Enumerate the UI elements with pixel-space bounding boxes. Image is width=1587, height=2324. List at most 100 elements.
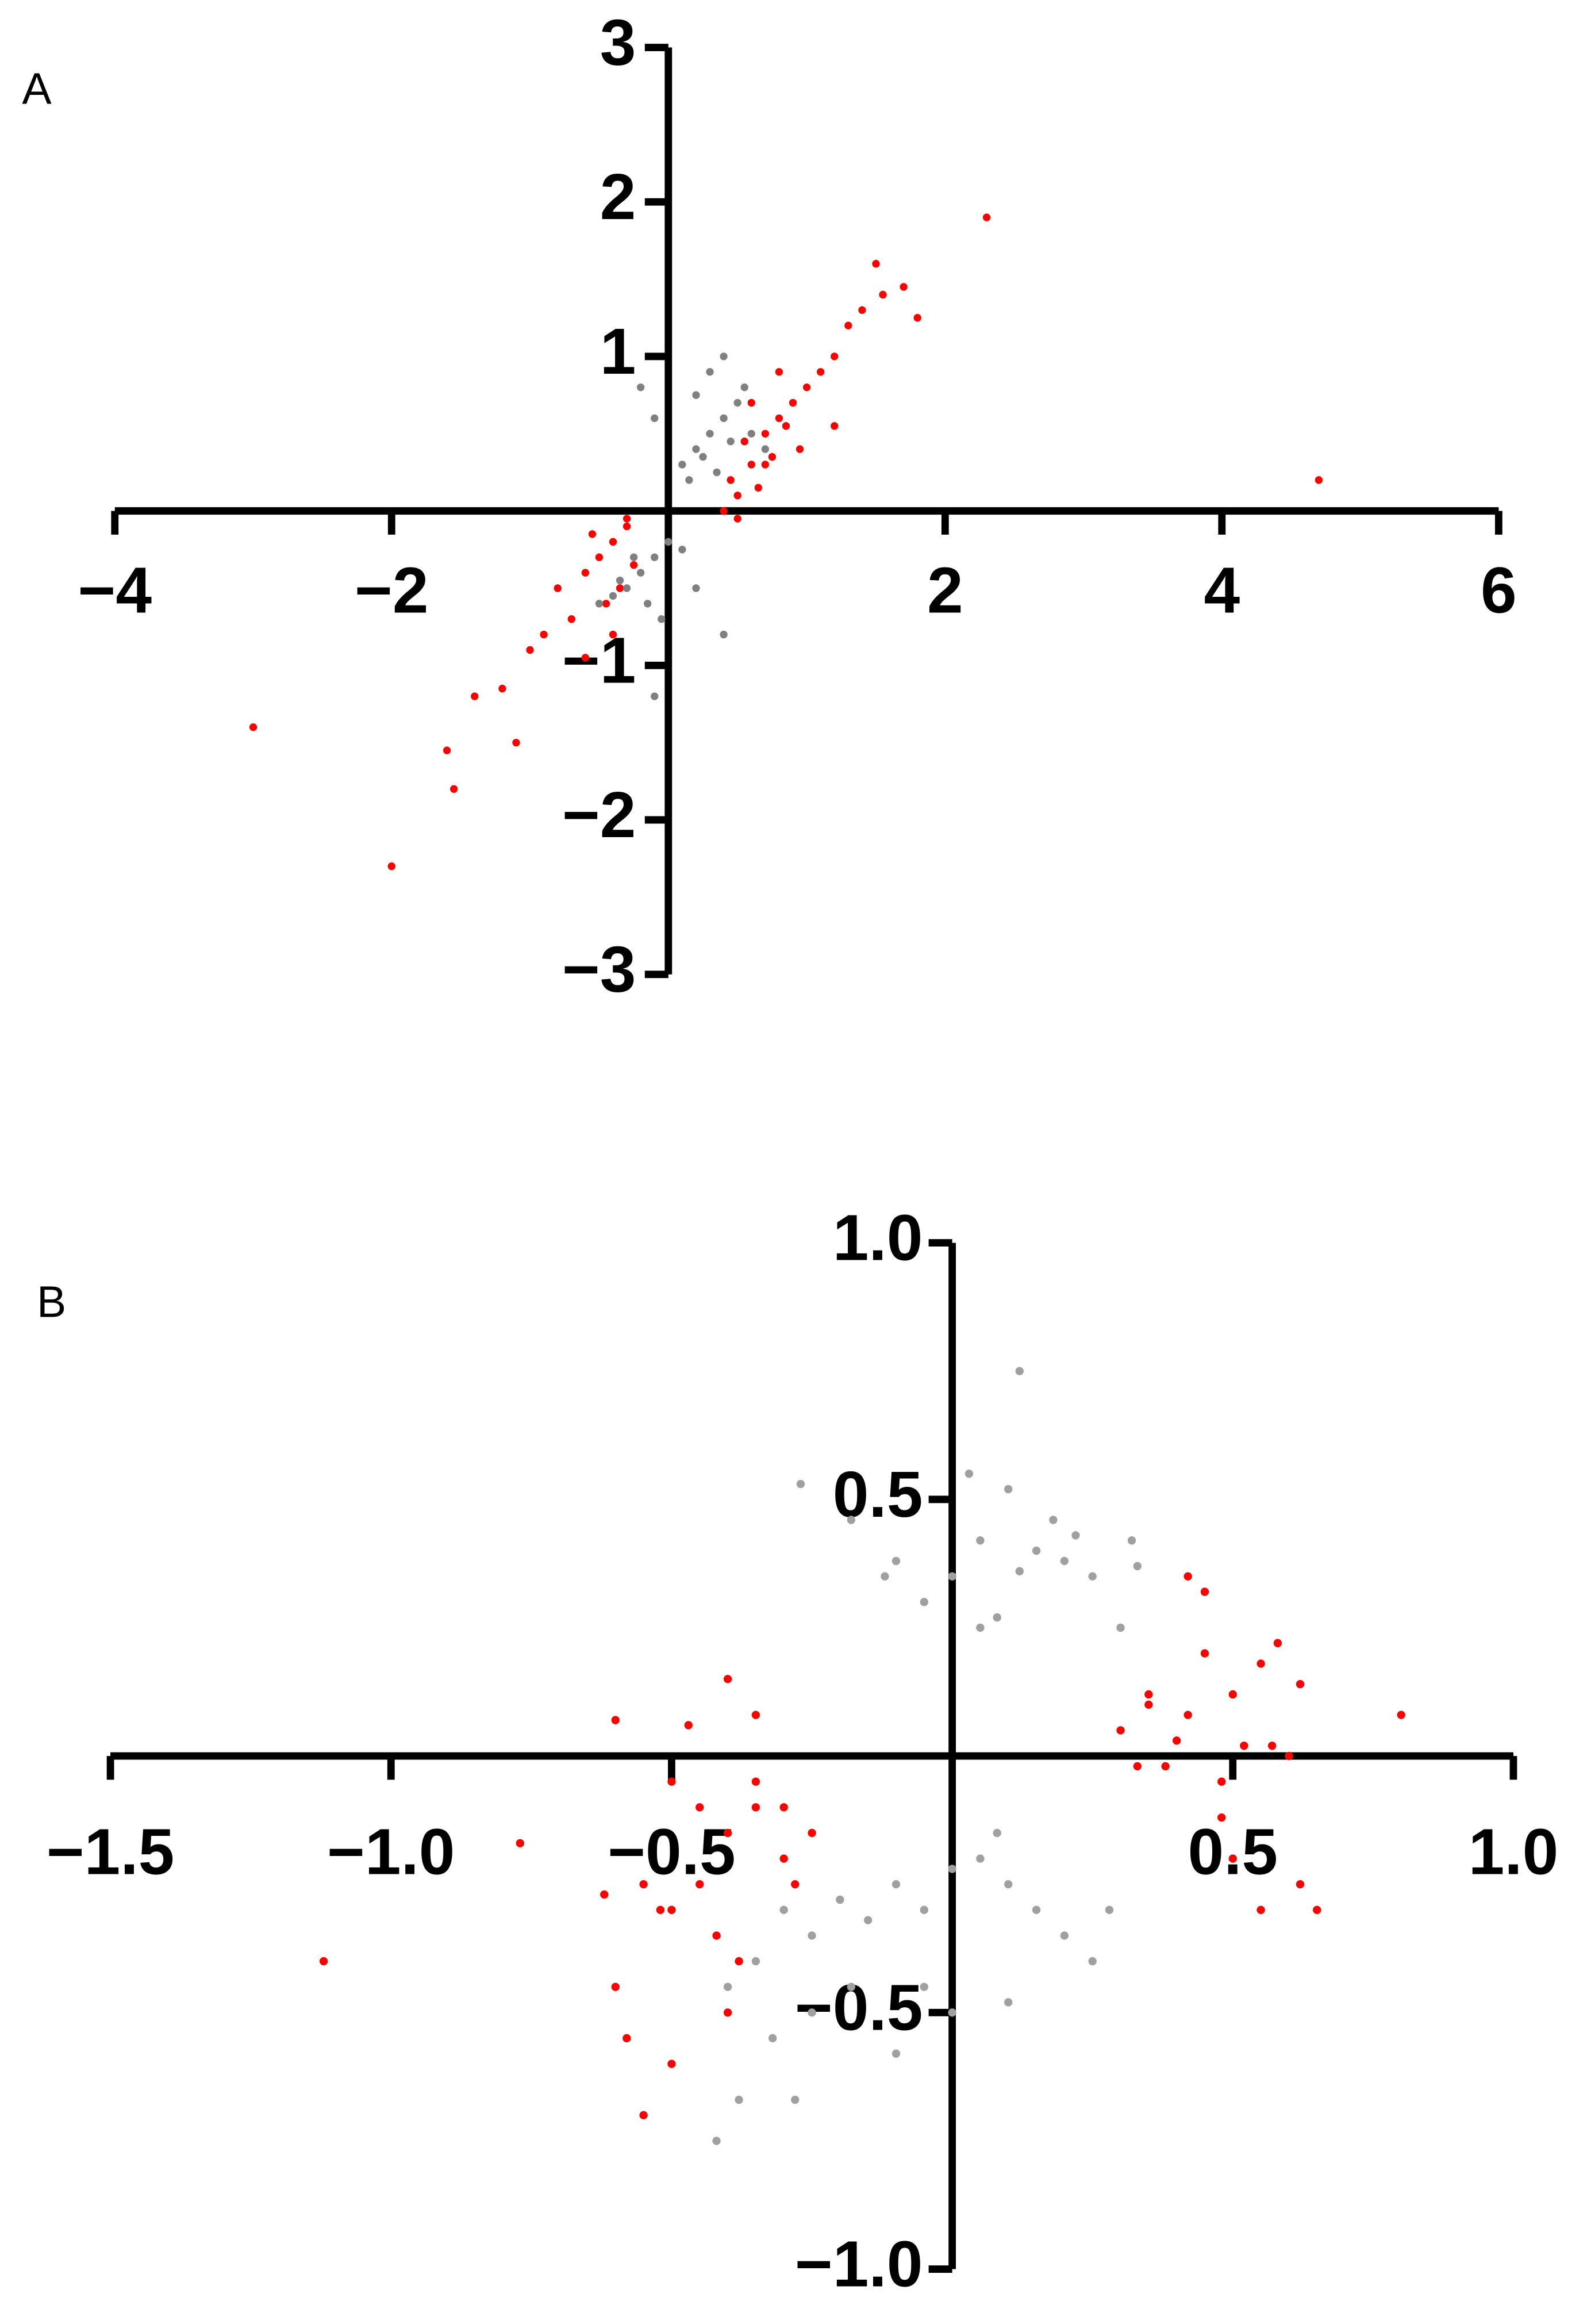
scatter-point: [540, 630, 548, 639]
scatter-point: [706, 429, 714, 438]
scatter-point: [720, 414, 728, 423]
y-tick-label: 3: [600, 6, 636, 78]
scatter-point: [678, 461, 686, 469]
scatter-point: [1161, 1762, 1170, 1771]
scatter-point: [847, 1982, 856, 1991]
scatter-point: [667, 1777, 676, 1786]
scatter-point: [1004, 1998, 1013, 2007]
scatter-point: [678, 546, 686, 554]
scatter-point: [387, 862, 395, 870]
scatter-point: [1256, 1659, 1265, 1668]
y-tick-label: −1.0: [795, 2227, 923, 2300]
scatter-point: [740, 438, 748, 446]
scatter-point: [695, 1880, 704, 1889]
scatter-point: [1296, 1679, 1305, 1689]
y-tick-label: −1: [562, 624, 636, 696]
scatter-point: [595, 600, 604, 608]
scatter-point: [779, 1905, 788, 1915]
scatter-point: [639, 1880, 648, 1889]
scatter-point: [761, 445, 769, 453]
scatter-point: [723, 1674, 732, 1683]
scatter-point: [727, 476, 735, 484]
scatter-point: [747, 461, 755, 469]
scatter-point: [913, 314, 921, 322]
scatter-point: [791, 1880, 800, 1889]
scatter-point: [651, 692, 659, 700]
scatter-point: [684, 1721, 693, 1729]
scatter-point: [747, 398, 755, 407]
scatter-point: [622, 2034, 631, 2043]
scatter-point: [1256, 1905, 1265, 1915]
scatter-point: [727, 438, 735, 446]
scatter-point: [779, 1803, 788, 1812]
scatter-point: [720, 352, 728, 361]
scatter-point: [723, 1828, 732, 1838]
scatter-point: [993, 1828, 1001, 1838]
x-tick-label: 2: [927, 554, 963, 626]
scatter-point: [775, 414, 783, 423]
scatter-point: [751, 1957, 760, 1966]
x-tick-label: 4: [1204, 554, 1240, 626]
scatter-point: [802, 383, 811, 392]
x-tick-label: −1.0: [327, 1815, 455, 1888]
scatter-point: [1060, 1556, 1069, 1566]
scatter-point: [740, 383, 748, 392]
scatter-point: [754, 484, 762, 492]
scatter-point: [796, 1479, 805, 1489]
scatter-point: [1313, 1905, 1321, 1915]
scatter-point: [993, 1613, 1001, 1622]
scatter-point: [733, 398, 741, 407]
scatter-point: [692, 584, 700, 592]
scatter-point: [712, 2137, 721, 2145]
scatter-point: [965, 1469, 974, 1478]
x-tick-label: −0.5: [608, 1815, 735, 1888]
scatter-point: [1015, 1367, 1024, 1375]
scatter-point: [836, 1895, 844, 1904]
scatter-point: [611, 1982, 620, 1991]
scatter-point: [768, 452, 777, 461]
scatter-point: [1032, 1905, 1041, 1915]
scatter-point: [1015, 1567, 1024, 1575]
scatter-point: [1088, 1957, 1097, 1966]
scatter-point: [976, 1623, 985, 1632]
scatter-point: [656, 1905, 665, 1915]
scatter-point: [816, 368, 825, 376]
scatter-point: [1228, 1854, 1237, 1863]
scatter-point: [1049, 1516, 1058, 1524]
y-tick-label: −2: [562, 778, 636, 851]
scatter-point: [892, 2049, 901, 2058]
scatter-point: [609, 538, 617, 546]
scatter-point: [443, 746, 451, 754]
scatter-point: [602, 600, 610, 608]
y-tick-label: 1: [600, 315, 636, 388]
scatter-point: [779, 1854, 788, 1863]
scatter-point: [751, 1711, 760, 1719]
scatter-point: [747, 429, 755, 438]
scatter-point: [622, 522, 631, 531]
scatter-point: [692, 391, 700, 399]
scatter-point: [831, 352, 839, 361]
scatter-point: [1200, 1587, 1209, 1596]
scatter-point: [706, 368, 714, 376]
scatter-point: [948, 1865, 956, 1873]
scatter-point: [581, 569, 590, 577]
scatter-point: [639, 2111, 648, 2120]
scatter-point: [858, 306, 866, 315]
scatter-point: [1273, 1639, 1282, 1647]
scatter-point: [892, 1556, 901, 1566]
scatter-point: [879, 290, 887, 299]
scatter-point: [622, 515, 631, 523]
scatter-point: [1071, 1531, 1080, 1540]
scatter-point: [723, 2008, 732, 2017]
scatter-point: [1127, 1536, 1136, 1545]
scatter-point: [629, 561, 638, 569]
x-tick-label: −2: [355, 554, 428, 626]
y-tick-label: −0.5: [795, 1971, 923, 2043]
scatter-point: [847, 1516, 856, 1524]
scatter-point: [651, 553, 659, 561]
scatter-point: [976, 1854, 985, 1863]
scatter-point: [658, 615, 666, 623]
x-tick-label: −1.5: [47, 1815, 174, 1888]
scatter-point: [1172, 1736, 1181, 1745]
scatter-point: [667, 1905, 676, 1915]
